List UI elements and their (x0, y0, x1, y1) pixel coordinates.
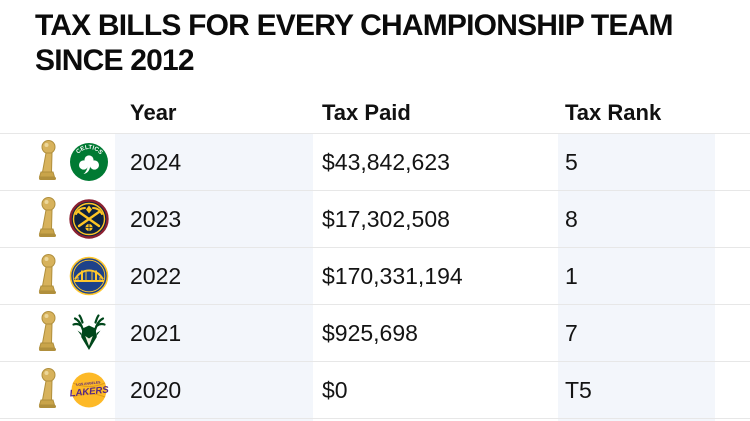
tax-paid-cell: $17,302,508 (313, 191, 558, 247)
header-icons-spacer (0, 92, 115, 133)
tax-paid-cell: $170,331,194 (313, 248, 558, 304)
championship-trophy-icon (37, 367, 59, 413)
year-cell: 2022 (115, 248, 313, 304)
year-cell: 2023 (115, 191, 313, 247)
year-cell: 2020 (115, 362, 313, 418)
tax-rank-cell: 7 (558, 305, 715, 361)
svg-text:CELTICS: CELTICS (75, 145, 103, 156)
page-title: TAX BILLS FOR EVERY CHAMPIONSHIP TEAM SI… (35, 8, 735, 78)
table-row: 2021 $925,698 7 (0, 304, 750, 361)
nuggets-logo-icon (69, 199, 109, 239)
header-right-spacer (715, 92, 750, 133)
team-icons-cell (0, 305, 115, 361)
tax-rank-cell: T5 (558, 362, 715, 418)
svg-text:LAKERS: LAKERS (69, 384, 109, 399)
lakers-logo-icon: LOS ANGELES LAKERS (69, 370, 109, 410)
table-row: 2022 $170,331,194 1 (0, 247, 750, 304)
bucks-logo-icon (69, 313, 109, 353)
team-icons-cell: CELTICS (0, 134, 115, 190)
tax-paid-cell: $925,698 (313, 305, 558, 361)
tax-paid-cell: $43,842,623 (313, 134, 558, 190)
warriors-logo-icon (69, 256, 109, 296)
team-icons-cell (0, 191, 115, 247)
tax-paid-cell: $0 (313, 362, 558, 418)
column-header-tax-rank: Tax Rank (558, 92, 715, 133)
table-header-row: Year Tax Paid Tax Rank (0, 92, 750, 133)
table-row: 2023 $17,302,508 8 (0, 190, 750, 247)
svg-text:LOS ANGELES: LOS ANGELES (76, 380, 101, 387)
page-title-line1: TAX BILLS FOR EVERY CHAMPIONSHIP TEAM (35, 9, 673, 42)
column-header-tax-paid: Tax Paid (313, 92, 558, 133)
team-icons-cell (0, 248, 115, 304)
page-title-line2: SINCE 2012 (35, 44, 195, 77)
championship-trophy-icon (37, 139, 59, 185)
championship-trophy-icon (37, 310, 59, 356)
column-header-year: Year (115, 92, 313, 133)
tax-bills-table: Year Tax Paid Tax Rank CELTICS (0, 92, 750, 421)
championship-trophy-icon (37, 196, 59, 242)
tax-rank-cell: 1 (558, 248, 715, 304)
year-cell: 2024 (115, 134, 313, 190)
table-row: LOS ANGELES LAKERS 2020 $0 T5 (0, 361, 750, 418)
table-row: CELTICS 2024 $43,842,623 5 (0, 133, 750, 190)
year-cell: 2021 (115, 305, 313, 361)
celtics-logo-icon: CELTICS (69, 142, 109, 182)
championship-trophy-icon (37, 253, 59, 299)
team-icons-cell: LOS ANGELES LAKERS (0, 362, 115, 418)
tax-rank-cell: 8 (558, 191, 715, 247)
tax-rank-cell: 5 (558, 134, 715, 190)
